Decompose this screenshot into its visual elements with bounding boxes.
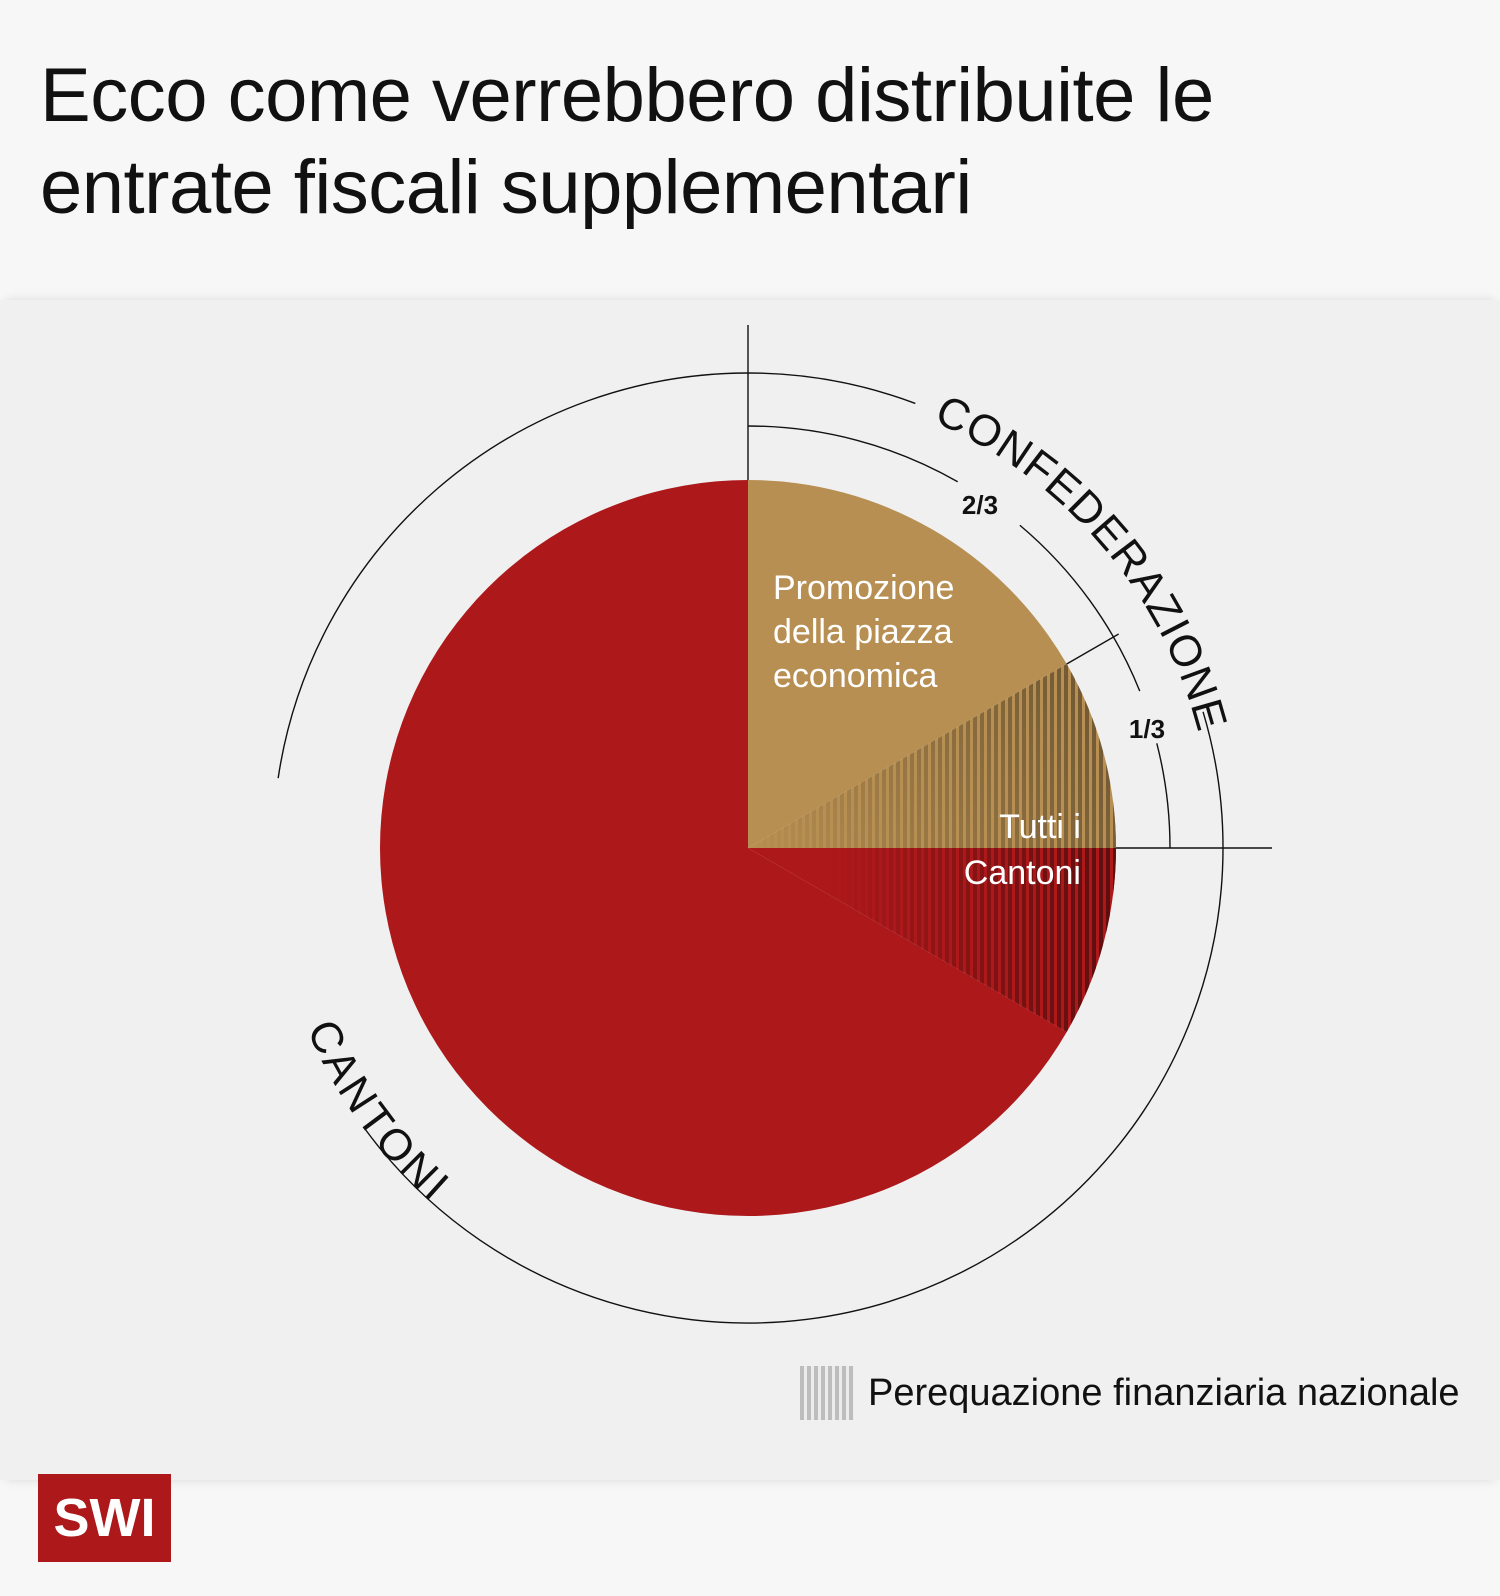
group-arc-b	[364, 711, 1224, 1324]
fraction-arc-c	[1156, 743, 1171, 849]
fraction-label-1-3: 1/3	[1129, 714, 1165, 744]
slice-label-tutti-i-cantoni: Tutti i	[999, 808, 1081, 846]
legend-stripe-swatch	[800, 1366, 854, 1420]
fraction-arc-b	[1019, 524, 1141, 692]
group-label-cantoni: CANTONI	[298, 1013, 460, 1212]
fraction-label-2-3: 2/3	[962, 490, 998, 520]
pie-slice-3	[380, 479, 1067, 1216]
group-arc-c	[277, 372, 749, 779]
chart-title: Ecco come verrebbero distribuite le entr…	[40, 53, 1214, 230]
slice-label-promozione: Promozione	[773, 569, 954, 607]
legend-label: Perequazione finanziaria nazionale	[868, 1371, 1460, 1414]
split-tick	[1066, 633, 1120, 665]
slice-label-promozione: della piazza	[773, 613, 953, 651]
fraction-arc-a	[747, 425, 959, 483]
pie-slice-0	[748, 480, 1067, 848]
legend: Perequazione finanziaria nazionale	[800, 1366, 1460, 1420]
perequazione-stripes-1	[748, 664, 1117, 848]
swi-logo: SWI	[38, 1474, 171, 1562]
group-arc-a	[747, 372, 916, 405]
perequazione-stripes-2	[748, 848, 1116, 1032]
slice-label-tutti-i-cantoni: Cantoni	[964, 854, 1081, 892]
slice-label-promozione: economica	[773, 657, 938, 695]
